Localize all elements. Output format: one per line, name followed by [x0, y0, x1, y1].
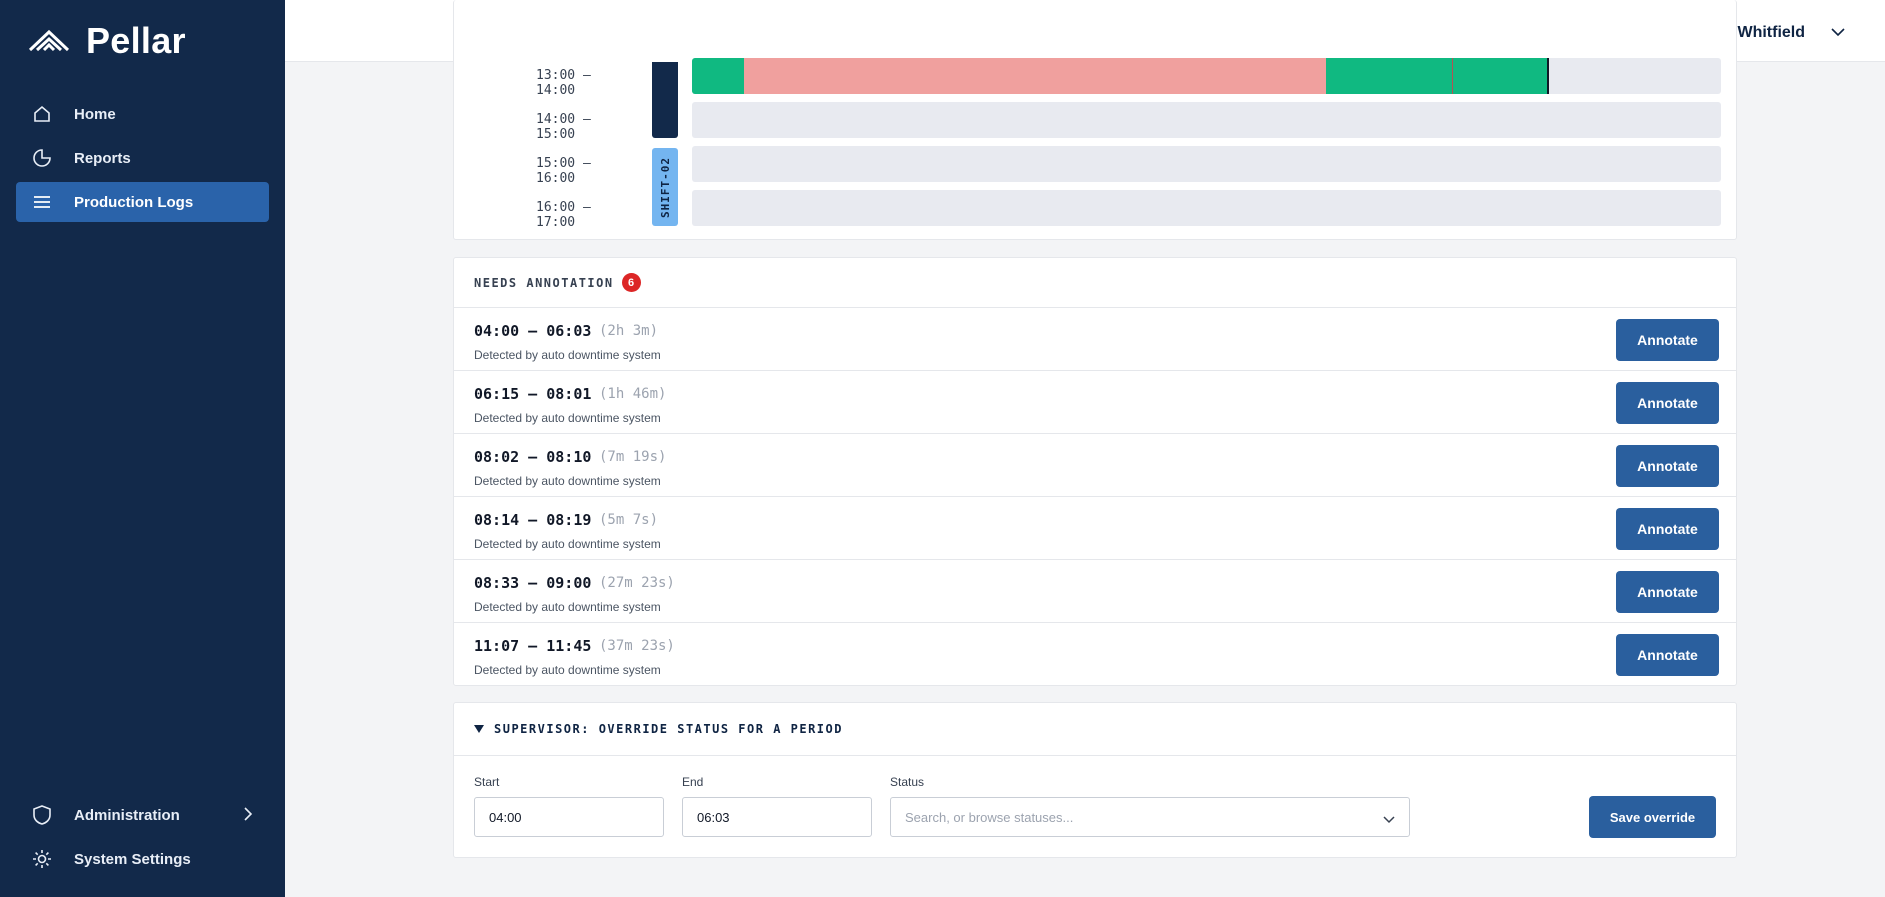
list-item: 04:00 – 06:03 (2h 3m) Detected by auto d… — [454, 308, 1736, 371]
time-range: 08:33 – 09:00 — [474, 574, 592, 592]
timeline-hour-label: 14:00 – 15:00 — [536, 112, 591, 142]
count-badge: 6 — [621, 273, 641, 292]
sidebar-item-label: Home — [74, 105, 116, 123]
section-title: SUPERVISOR: OVERRIDE STATUS FOR A PERIOD — [494, 722, 843, 736]
save-override-button[interactable]: Save override — [1589, 796, 1716, 838]
timeline-hour-label: 13:00 – 14:00 — [536, 68, 591, 98]
sidebar-item-label: Administration — [74, 806, 180, 824]
detection-source: Detected by auto downtime system — [474, 537, 661, 551]
segment-running[interactable] — [692, 58, 744, 94]
segment-downtime[interactable] — [744, 58, 1326, 94]
duration: (5m 7s) — [599, 512, 659, 528]
chevron-down-icon — [1831, 24, 1845, 42]
detection-source: Detected by auto downtime system — [474, 663, 661, 677]
shift-bar — [652, 62, 678, 138]
chevron-down-icon — [1383, 812, 1395, 827]
annotate-button[interactable]: Annotate — [1616, 508, 1719, 550]
status-select[interactable]: Search, or browse statuses... — [890, 797, 1410, 837]
start-label: Start — [474, 775, 500, 789]
sidebar-item-administration[interactable]: Administration — [16, 795, 269, 835]
timeline-panel: SHIFT-02 13:00 – 14:00 14:00 – 15:00 15:… — [453, 0, 1737, 240]
list-icon — [30, 190, 54, 214]
time-range: 04:00 – 06:03 — [474, 322, 592, 340]
needs-annotation-panel: NEEDS ANNOTATION 6 04:00 – 06:03 (2h 3m)… — [453, 257, 1737, 686]
timeline-hour-label: 16:00 – 17:00 — [536, 200, 591, 230]
detection-source: Detected by auto downtime system — [474, 348, 661, 362]
needs-annotation-header: NEEDS ANNOTATION 6 — [454, 258, 1736, 308]
shield-icon — [30, 803, 54, 827]
time-range: 08:14 – 08:19 — [474, 511, 592, 529]
time-range: 11:07 – 11:45 — [474, 637, 592, 655]
sidebar-item-label: System Settings — [74, 850, 191, 868]
brand-name: Pellar — [86, 20, 186, 61]
annotate-button[interactable]: Annotate — [1616, 634, 1719, 676]
status-placeholder: Search, or browse statuses... — [905, 809, 1074, 825]
sidebar-item-production-logs[interactable]: Production Logs — [16, 182, 269, 222]
segment-running[interactable] — [1453, 58, 1547, 94]
list-item: 06:15 – 08:01 (1h 46m) Detected by auto … — [454, 371, 1736, 434]
end-input[interactable]: 06:03 — [682, 797, 872, 837]
section-title: NEEDS ANNOTATION — [474, 275, 614, 290]
sidebar-item-home[interactable]: Home — [16, 94, 269, 134]
shift-tag[interactable]: SHIFT-02 — [652, 148, 678, 226]
segment-running[interactable] — [1326, 58, 1452, 94]
timeline-track[interactable] — [692, 190, 1721, 226]
time-range: 06:15 – 08:01 — [474, 385, 592, 403]
pie-chart-icon — [30, 146, 54, 170]
duration: (7m 19s) — [599, 449, 667, 465]
brand[interactable]: Pellar — [28, 20, 186, 62]
caret-down-icon — [474, 720, 484, 738]
override-panel: SUPERVISOR: OVERRIDE STATUS FOR A PERIOD… — [453, 702, 1737, 858]
sidebar-item-system-settings[interactable]: System Settings — [16, 839, 269, 879]
end-label: End — [682, 775, 704, 789]
sidebar-item-label: Production Logs — [74, 193, 194, 211]
sidebar: Pellar Home Reports Production Logs Admi… — [0, 0, 285, 897]
detection-source: Detected by auto downtime system — [474, 474, 661, 488]
timeline-hour-label: 15:00 – 16:00 — [536, 156, 591, 186]
list-item: 08:33 – 09:00 (27m 23s) Detected by auto… — [454, 560, 1736, 623]
duration: (37m 23s) — [599, 638, 675, 654]
annotate-button[interactable]: Annotate — [1616, 445, 1719, 487]
annotate-button[interactable]: Annotate — [1616, 319, 1719, 361]
timeline-track[interactable] — [692, 146, 1721, 182]
timeline-track[interactable] — [692, 58, 1721, 94]
chevron-right-icon — [243, 807, 253, 825]
sun-gear-icon — [30, 847, 54, 871]
current-time-marker — [1547, 58, 1549, 94]
override-toggle[interactable]: SUPERVISOR: OVERRIDE STATUS FOR A PERIOD — [454, 703, 1736, 756]
start-input[interactable]: 04:00 — [474, 797, 664, 837]
sidebar-item-label: Reports — [74, 149, 131, 167]
annotate-button[interactable]: Annotate — [1616, 571, 1719, 613]
duration: (27m 23s) — [599, 575, 675, 591]
sidebar-item-reports[interactable]: Reports — [16, 138, 269, 178]
time-range: 08:02 – 08:10 — [474, 448, 592, 466]
status-label: Status — [890, 775, 925, 789]
list-item: 08:02 – 08:10 (7m 19s) Detected by auto … — [454, 434, 1736, 497]
list-item: 11:07 – 11:45 (37m 23s) Detected by auto… — [454, 623, 1736, 686]
segment-marker — [1452, 58, 1453, 94]
detection-source: Detected by auto downtime system — [474, 600, 661, 614]
detection-source: Detected by auto downtime system — [474, 411, 661, 425]
chevron-stack-icon — [28, 26, 70, 57]
duration: (1h 46m) — [599, 386, 667, 402]
home-icon — [30, 102, 54, 126]
list-item: 08:14 – 08:19 (5m 7s) Detected by auto d… — [454, 497, 1736, 560]
duration: (2h 3m) — [599, 323, 659, 339]
annotate-button[interactable]: Annotate — [1616, 382, 1719, 424]
timeline-track[interactable] — [692, 102, 1721, 138]
